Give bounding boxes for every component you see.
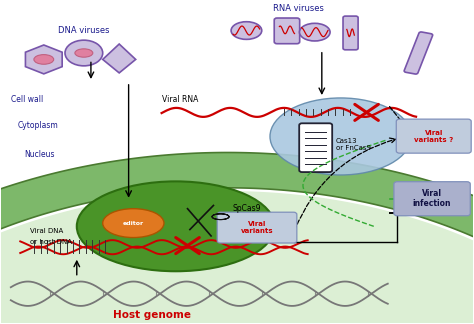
FancyBboxPatch shape — [404, 32, 433, 74]
Text: Cell wall: Cell wall — [11, 95, 43, 104]
Text: Viral RNA: Viral RNA — [162, 95, 198, 104]
Polygon shape — [103, 44, 136, 73]
Text: Viral DNA: Viral DNA — [30, 228, 63, 234]
Ellipse shape — [77, 181, 275, 271]
Text: Viral
variants: Viral variants — [241, 221, 273, 234]
Text: Viral
infection: Viral infection — [413, 189, 451, 208]
FancyBboxPatch shape — [217, 212, 297, 243]
Ellipse shape — [300, 23, 330, 41]
Ellipse shape — [231, 22, 262, 40]
Text: RNA viruses: RNA viruses — [273, 4, 324, 13]
Text: Viral
variants ?: Viral variants ? — [414, 130, 454, 143]
Ellipse shape — [75, 49, 93, 57]
Ellipse shape — [270, 98, 411, 175]
FancyBboxPatch shape — [394, 182, 470, 216]
FancyBboxPatch shape — [274, 18, 300, 44]
Text: Host genome: Host genome — [113, 310, 191, 319]
Text: DNA viruses: DNA viruses — [58, 26, 109, 35]
Circle shape — [65, 40, 103, 66]
Text: Nucleus: Nucleus — [24, 150, 55, 159]
Polygon shape — [0, 153, 474, 324]
Text: Cytoplasm: Cytoplasm — [18, 121, 59, 130]
Text: editor: editor — [123, 221, 144, 226]
Polygon shape — [26, 45, 62, 74]
FancyBboxPatch shape — [343, 16, 358, 50]
FancyBboxPatch shape — [396, 119, 471, 153]
Text: SpCas9: SpCas9 — [232, 204, 261, 213]
FancyBboxPatch shape — [299, 123, 332, 172]
Text: Cas13
or FnCas9: Cas13 or FnCas9 — [336, 138, 371, 151]
Text: or host DNA: or host DNA — [30, 239, 72, 245]
Polygon shape — [0, 191, 474, 324]
Ellipse shape — [34, 55, 54, 64]
Ellipse shape — [103, 209, 164, 237]
